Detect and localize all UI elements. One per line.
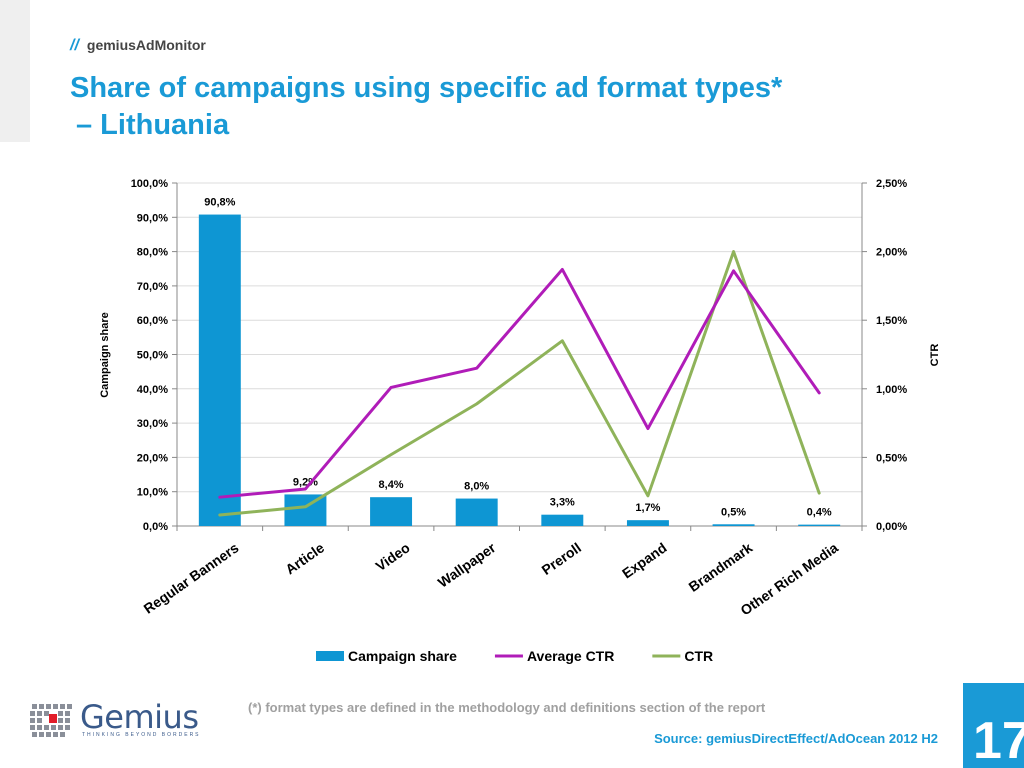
left-axis-tick-label: 20,0% [137,452,168,464]
bar-data-label: 8,0% [464,481,489,493]
right-axis-tick-label: 2,00% [876,247,907,259]
right-axis-tick-label: 1,50% [876,315,907,327]
left-axis-tick-label: 80,0% [137,247,168,259]
right-axis-tick-label: 0,00% [876,521,907,533]
combo-chart: 90,8%9,2% 8,4% 8,0%3,3% 1,7% 0,5% 0,4% 0,0%10… [99,178,941,664]
bar [798,524,841,526]
category-label: Video [373,539,413,574]
logo-grid-icon [30,704,72,737]
logo-tagline: THINKING BEYOND BORDERS [82,732,201,738]
legend-swatch-bar [316,651,344,661]
right-axis-title: CTR [929,344,941,367]
category-label: Preroll [539,539,585,578]
line-series [218,250,821,517]
series-line [218,267,821,499]
bar [541,514,584,526]
chart-axes [172,182,867,531]
source-note: Source: gemiusDirectEffect/AdOcean 2012 … [654,731,938,746]
category-label: Wallpaper [435,539,499,590]
left-axis-tick-label: 30,0% [137,418,168,430]
category-label: Brandmark [686,539,756,595]
bar-data-label: 3,3% [550,497,575,509]
logo-wordmark: Gemius [80,698,199,736]
bar-data-label: 0,5% [721,506,746,518]
corner-decoration [0,0,30,142]
bar [455,498,498,526]
left-axis-tick-label: 10,0% [137,487,168,499]
left-axis-tick-label: 60,0% [137,315,168,327]
right-axis-tick-label: 1,00% [876,384,907,396]
header: // gemiusAdMonitor [70,37,206,55]
bar [198,214,241,526]
gemius-logo: Gemius THINKING BEYOND BORDERS [28,698,208,740]
right-axis-tick-label: 0,50% [876,452,907,464]
left-axis-tick-label: 50,0% [137,350,168,362]
footnote: (*) format types are defined in the meth… [248,700,766,715]
bar-data-label: 0,4% [807,507,832,519]
category-axis-labels: Regular Banners Article Video Wallpaper Prer… [141,539,842,618]
left-axis-tick-label: 70,0% [137,281,168,293]
bar [370,497,413,526]
left-axis-tick-label: 40,0% [137,384,168,396]
right-axis-ticks: 0,00% 0,50% 1,00% 1,50% 2,00% 2,50% [876,178,907,533]
page-title-line2: – Lithuania [76,109,230,141]
category-label: Regular Banners [141,539,242,616]
chart-legend: Campaign share Average CTR CTR [316,648,713,664]
page-number-badge: 17 [963,683,1024,768]
chart-gridlines [177,182,862,527]
bar-data-label: 8,4% [379,479,404,491]
header-brand: gemiusAdMonitor [86,37,206,53]
bar-data-labels: 90,8%9,2% 8,4% 8,0%3,3% 1,7% 0,5% 0,4% [204,197,832,519]
page-title-line1: Share of campaigns using specific ad for… [70,72,783,104]
legend-label: CTR [684,648,713,664]
bar-data-label: 1,7% [635,502,660,514]
page-title: Share of campaigns using specific ad for… [70,70,930,144]
bar [712,524,755,526]
left-axis-tick-label: 100,0% [131,178,169,190]
legend-label: Campaign share [348,648,457,664]
header-slashes: // [70,37,79,54]
bar-series [198,214,841,526]
bar [626,520,669,526]
category-label: Expand [619,539,670,581]
left-axis-title: Campaign share [99,312,111,398]
bar-data-label: 90,8% [204,197,235,209]
left-axis-tick-label: 0,0% [143,521,168,533]
page-number: 17 [973,712,1024,768]
category-label: Article [282,539,327,577]
series-line [218,250,821,517]
left-axis-tick-label: 90,0% [137,212,168,224]
legend-label: Average CTR [527,648,614,664]
right-axis-tick-label: 2,50% [876,178,907,190]
left-axis-ticks: 0,0% 10,0% 20,0% 30,0% 40,0% 50,0% 60,0% 70,0% 8… [131,178,169,533]
